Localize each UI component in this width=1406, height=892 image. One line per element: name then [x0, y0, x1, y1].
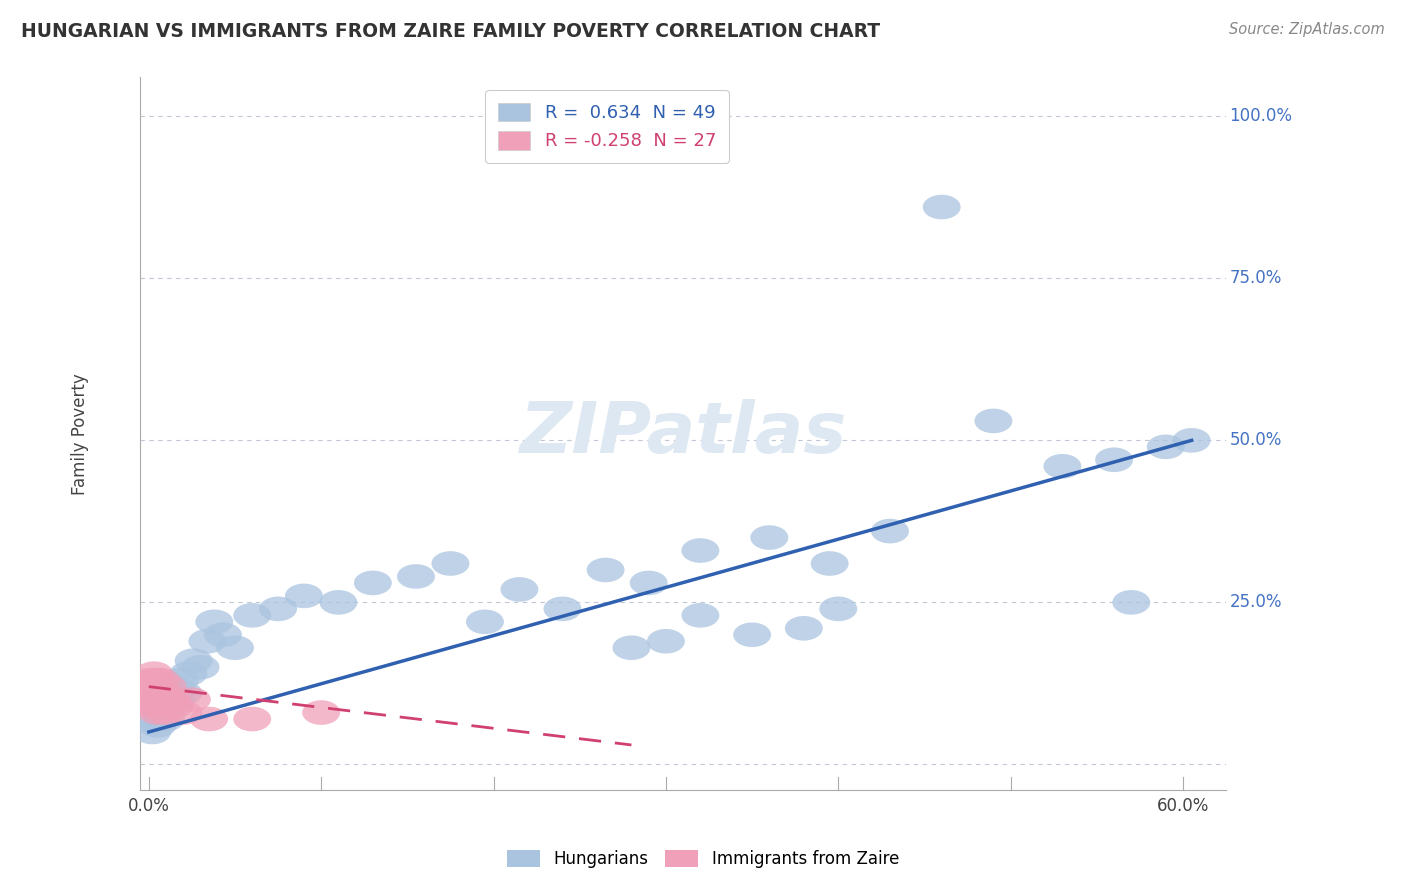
- Text: 100.0%: 100.0%: [1230, 107, 1292, 125]
- Text: ZIPatlas: ZIPatlas: [519, 400, 846, 468]
- Text: 25.0%: 25.0%: [1230, 593, 1282, 611]
- Text: 60.0%: 60.0%: [1157, 797, 1209, 814]
- Text: 75.0%: 75.0%: [1230, 269, 1282, 287]
- Legend: R =  0.634  N = 49, R = -0.258  N = 27: R = 0.634 N = 49, R = -0.258 N = 27: [485, 90, 728, 163]
- Text: Source: ZipAtlas.com: Source: ZipAtlas.com: [1229, 22, 1385, 37]
- Text: Family Poverty: Family Poverty: [72, 373, 90, 495]
- Text: 50.0%: 50.0%: [1230, 432, 1282, 450]
- Text: HUNGARIAN VS IMMIGRANTS FROM ZAIRE FAMILY POVERTY CORRELATION CHART: HUNGARIAN VS IMMIGRANTS FROM ZAIRE FAMIL…: [21, 22, 880, 41]
- Text: 0.0%: 0.0%: [128, 797, 170, 814]
- Legend: Hungarians, Immigrants from Zaire: Hungarians, Immigrants from Zaire: [501, 843, 905, 875]
